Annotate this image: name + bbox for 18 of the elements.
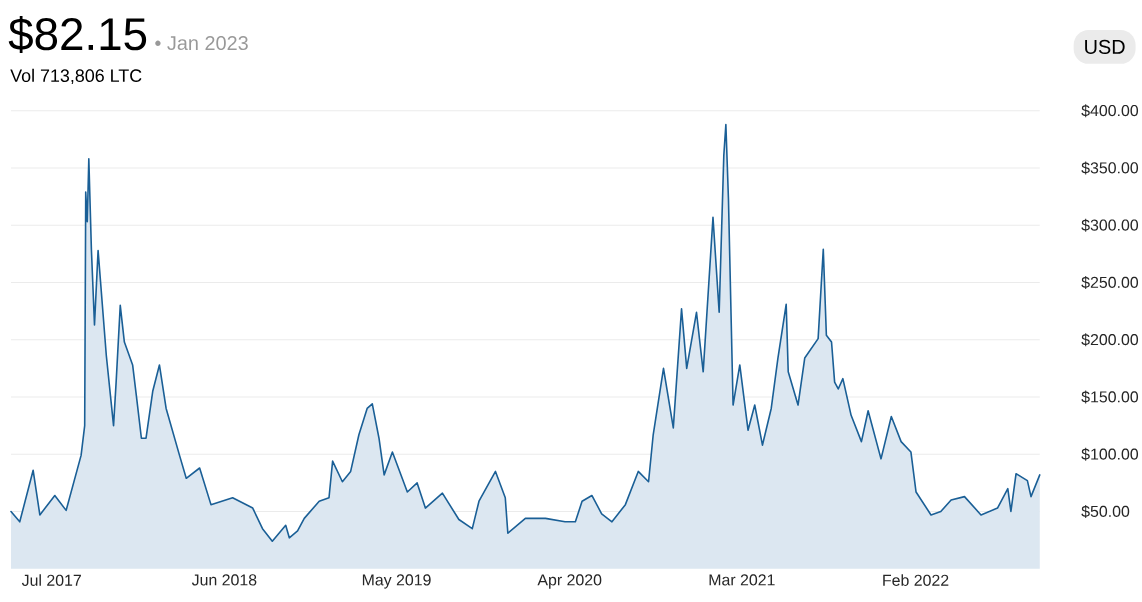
x-tick-label: Jul 2017 (21, 574, 81, 587)
x-tick-label: Mar 2021 (709, 574, 775, 586)
x-tick-label: May 2019 (362, 574, 431, 589)
y-tick-label: $350.00 (1081, 161, 1139, 175)
y-tick-label: $200.00 (1081, 333, 1139, 347)
text: Vol 713,806 LTC (10, 69, 142, 85)
chart-title: $82.15 (8, 16, 147, 54)
y-tick-label: $300.00 (1081, 218, 1139, 232)
y-tick-label: $150.00 (1081, 390, 1139, 404)
chart-subtitle: • Jan 2023 (155, 36, 248, 51)
y-tick-label: $250.00 (1081, 276, 1139, 290)
y-tick-label: $100.00 (1081, 447, 1139, 461)
text: USD (1085, 40, 1125, 55)
x-tick-label: Apr 2020 (537, 574, 602, 589)
y-tick-label: $400.00 (1081, 104, 1139, 118)
y-tick-label: $50.00 (1081, 505, 1130, 519)
x-tick-label: Feb 2022 (883, 574, 949, 587)
x-tick-label: Jun 2018 (191, 574, 257, 586)
